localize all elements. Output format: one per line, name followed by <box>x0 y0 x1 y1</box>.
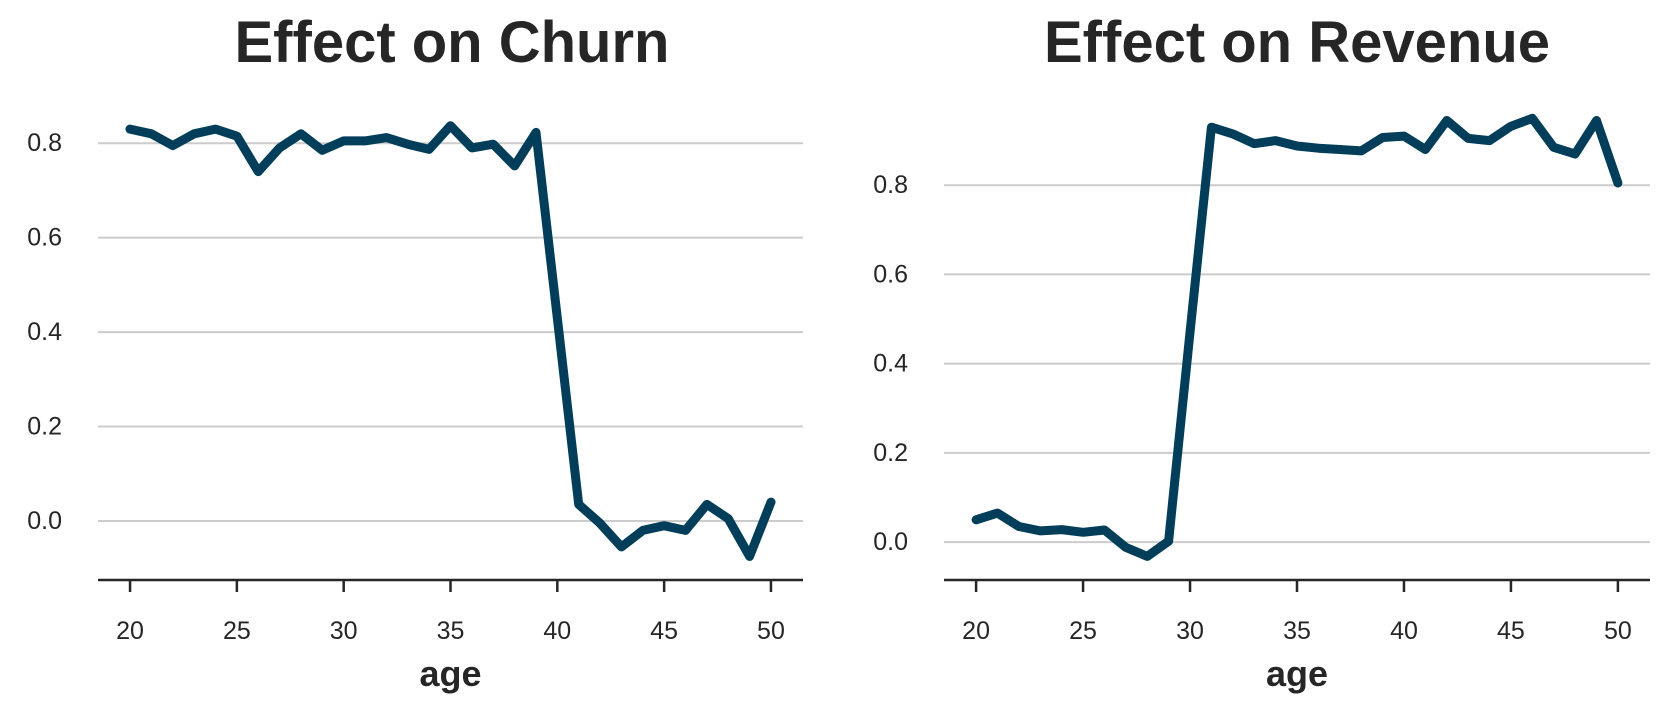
churn-panel: 0.0 0.2 0.4 0.6 0.8 20 25 30 35 40 45 50 Effect on C… <box>27 10 803 694</box>
revenue-ytick-label: 0.0 <box>873 528 908 556</box>
revenue-xtick-label: 30 <box>1176 617 1204 645</box>
churn-xtick-label: 45 <box>650 617 678 645</box>
revenue-xtick-label: 50 <box>1604 617 1632 645</box>
revenue-x-axis-label: age <box>1266 653 1328 694</box>
revenue-xtick-label: 40 <box>1390 617 1418 645</box>
revenue-series-line <box>971 113 1623 561</box>
revenue-xtick-label: 45 <box>1497 617 1525 645</box>
churn-xtick-label: 30 <box>330 617 358 645</box>
churn-ytick-label: 0.8 <box>27 129 62 157</box>
revenue-ytick-label: 0.2 <box>873 439 908 467</box>
churn-ytick-label: 0.6 <box>27 224 62 252</box>
churn-xtick-label: 50 <box>757 617 785 645</box>
revenue-ytick-label: 0.4 <box>873 350 908 378</box>
revenue-xtick-label: 20 <box>962 617 990 645</box>
churn-ytick-label: 0.0 <box>27 507 62 535</box>
churn-series-line <box>125 121 776 561</box>
revenue-chart-title: Effect on Revenue <box>1044 10 1550 75</box>
revenue-ytick-label: 0.6 <box>873 260 908 288</box>
churn-chart-title: Effect on Churn <box>235 10 670 75</box>
churn-x-axis-label: age <box>419 653 481 694</box>
churn-xtick-label: 35 <box>437 617 465 645</box>
churn-ytick-label: 0.4 <box>27 318 62 346</box>
churn-xtick-label: 40 <box>543 617 571 645</box>
churn-ytick-label: 0.2 <box>27 413 62 441</box>
churn-xtick-label: 20 <box>116 617 144 645</box>
revenue-ytick-label: 0.8 <box>873 171 908 199</box>
churn-xtick-label: 25 <box>223 617 251 645</box>
revenue-xtick-label: 25 <box>1069 617 1097 645</box>
revenue-panel: 0.0 0.2 0.4 0.6 0.8 20 25 30 35 40 45 50 Effect on R… <box>873 10 1650 694</box>
revenue-xtick-label: 35 <box>1283 617 1311 645</box>
